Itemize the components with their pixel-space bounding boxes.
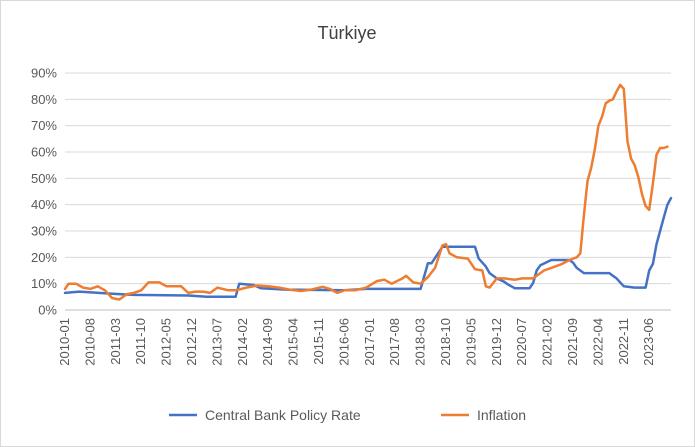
y-tick-label: 60% <box>31 145 57 160</box>
x-tick-label: 2019-12 <box>489 318 504 366</box>
x-tick-label: 2017-01 <box>362 318 377 366</box>
x-tick-label: 2020-07 <box>514 318 529 366</box>
x-tick-label: 2011-03 <box>108 318 123 365</box>
series-line-inflation <box>63 83 669 301</box>
y-tick-label: 10% <box>31 276 57 291</box>
x-tick-label: 2017-08 <box>387 318 402 366</box>
x-tick-label: 2022-11 <box>616 318 631 365</box>
y-tick-label: 30% <box>31 224 57 239</box>
x-tick-label: 2021-09 <box>565 318 580 366</box>
x-tick-label: 2014-02 <box>235 318 250 366</box>
x-tick-label: 2010-01 <box>57 318 72 366</box>
x-axis: 2010-01 2010-08 2011-03 2011-10 2012-05 2012-… <box>57 318 656 366</box>
x-tick-label: 2016-06 <box>336 318 351 366</box>
x-tick-label: 2012-12 <box>184 318 199 366</box>
grid-layer <box>65 72 671 311</box>
legend[interactable]: Central Bank Policy Rate Inflation <box>169 407 526 423</box>
x-tick-label: 2018-03 <box>413 318 428 366</box>
y-tick-label: 70% <box>31 118 57 133</box>
legend-label[interactable]: Central Bank Policy Rate <box>205 407 361 423</box>
x-tick-label: 2014-09 <box>260 318 275 366</box>
x-tick-label: 2022-04 <box>590 318 605 366</box>
x-tick-label: 2021-02 <box>540 318 555 366</box>
chart-title: Türkiye <box>317 23 376 43</box>
x-tick-label: 2013-07 <box>209 318 224 366</box>
x-tick-label: 2018-10 <box>438 318 453 366</box>
x-tick-label: 2015-04 <box>286 318 301 366</box>
y-tick-label: 0% <box>38 303 57 318</box>
legend-label[interactable]: Inflation <box>477 407 526 423</box>
x-tick-label: 2012-05 <box>159 318 174 366</box>
series-layer <box>63 83 673 301</box>
y-tick-label: 50% <box>31 171 57 186</box>
x-tick-label: 2015-11 <box>311 318 326 365</box>
y-tick-label: 20% <box>31 250 57 265</box>
x-tick-label: 2019-05 <box>463 318 478 366</box>
y-tick-label: 90% <box>31 66 57 81</box>
x-tick-label: 2011-10 <box>133 318 148 365</box>
y-tick-label: 80% <box>31 92 57 107</box>
x-tick-label: 2023-06 <box>641 318 656 366</box>
y-tick-label: 40% <box>31 197 57 212</box>
x-tick-label: 2010-08 <box>82 318 97 366</box>
y-axis: 0% 10% 20% 30% 40% 50% 60% 70% 80% 90% <box>31 66 57 318</box>
